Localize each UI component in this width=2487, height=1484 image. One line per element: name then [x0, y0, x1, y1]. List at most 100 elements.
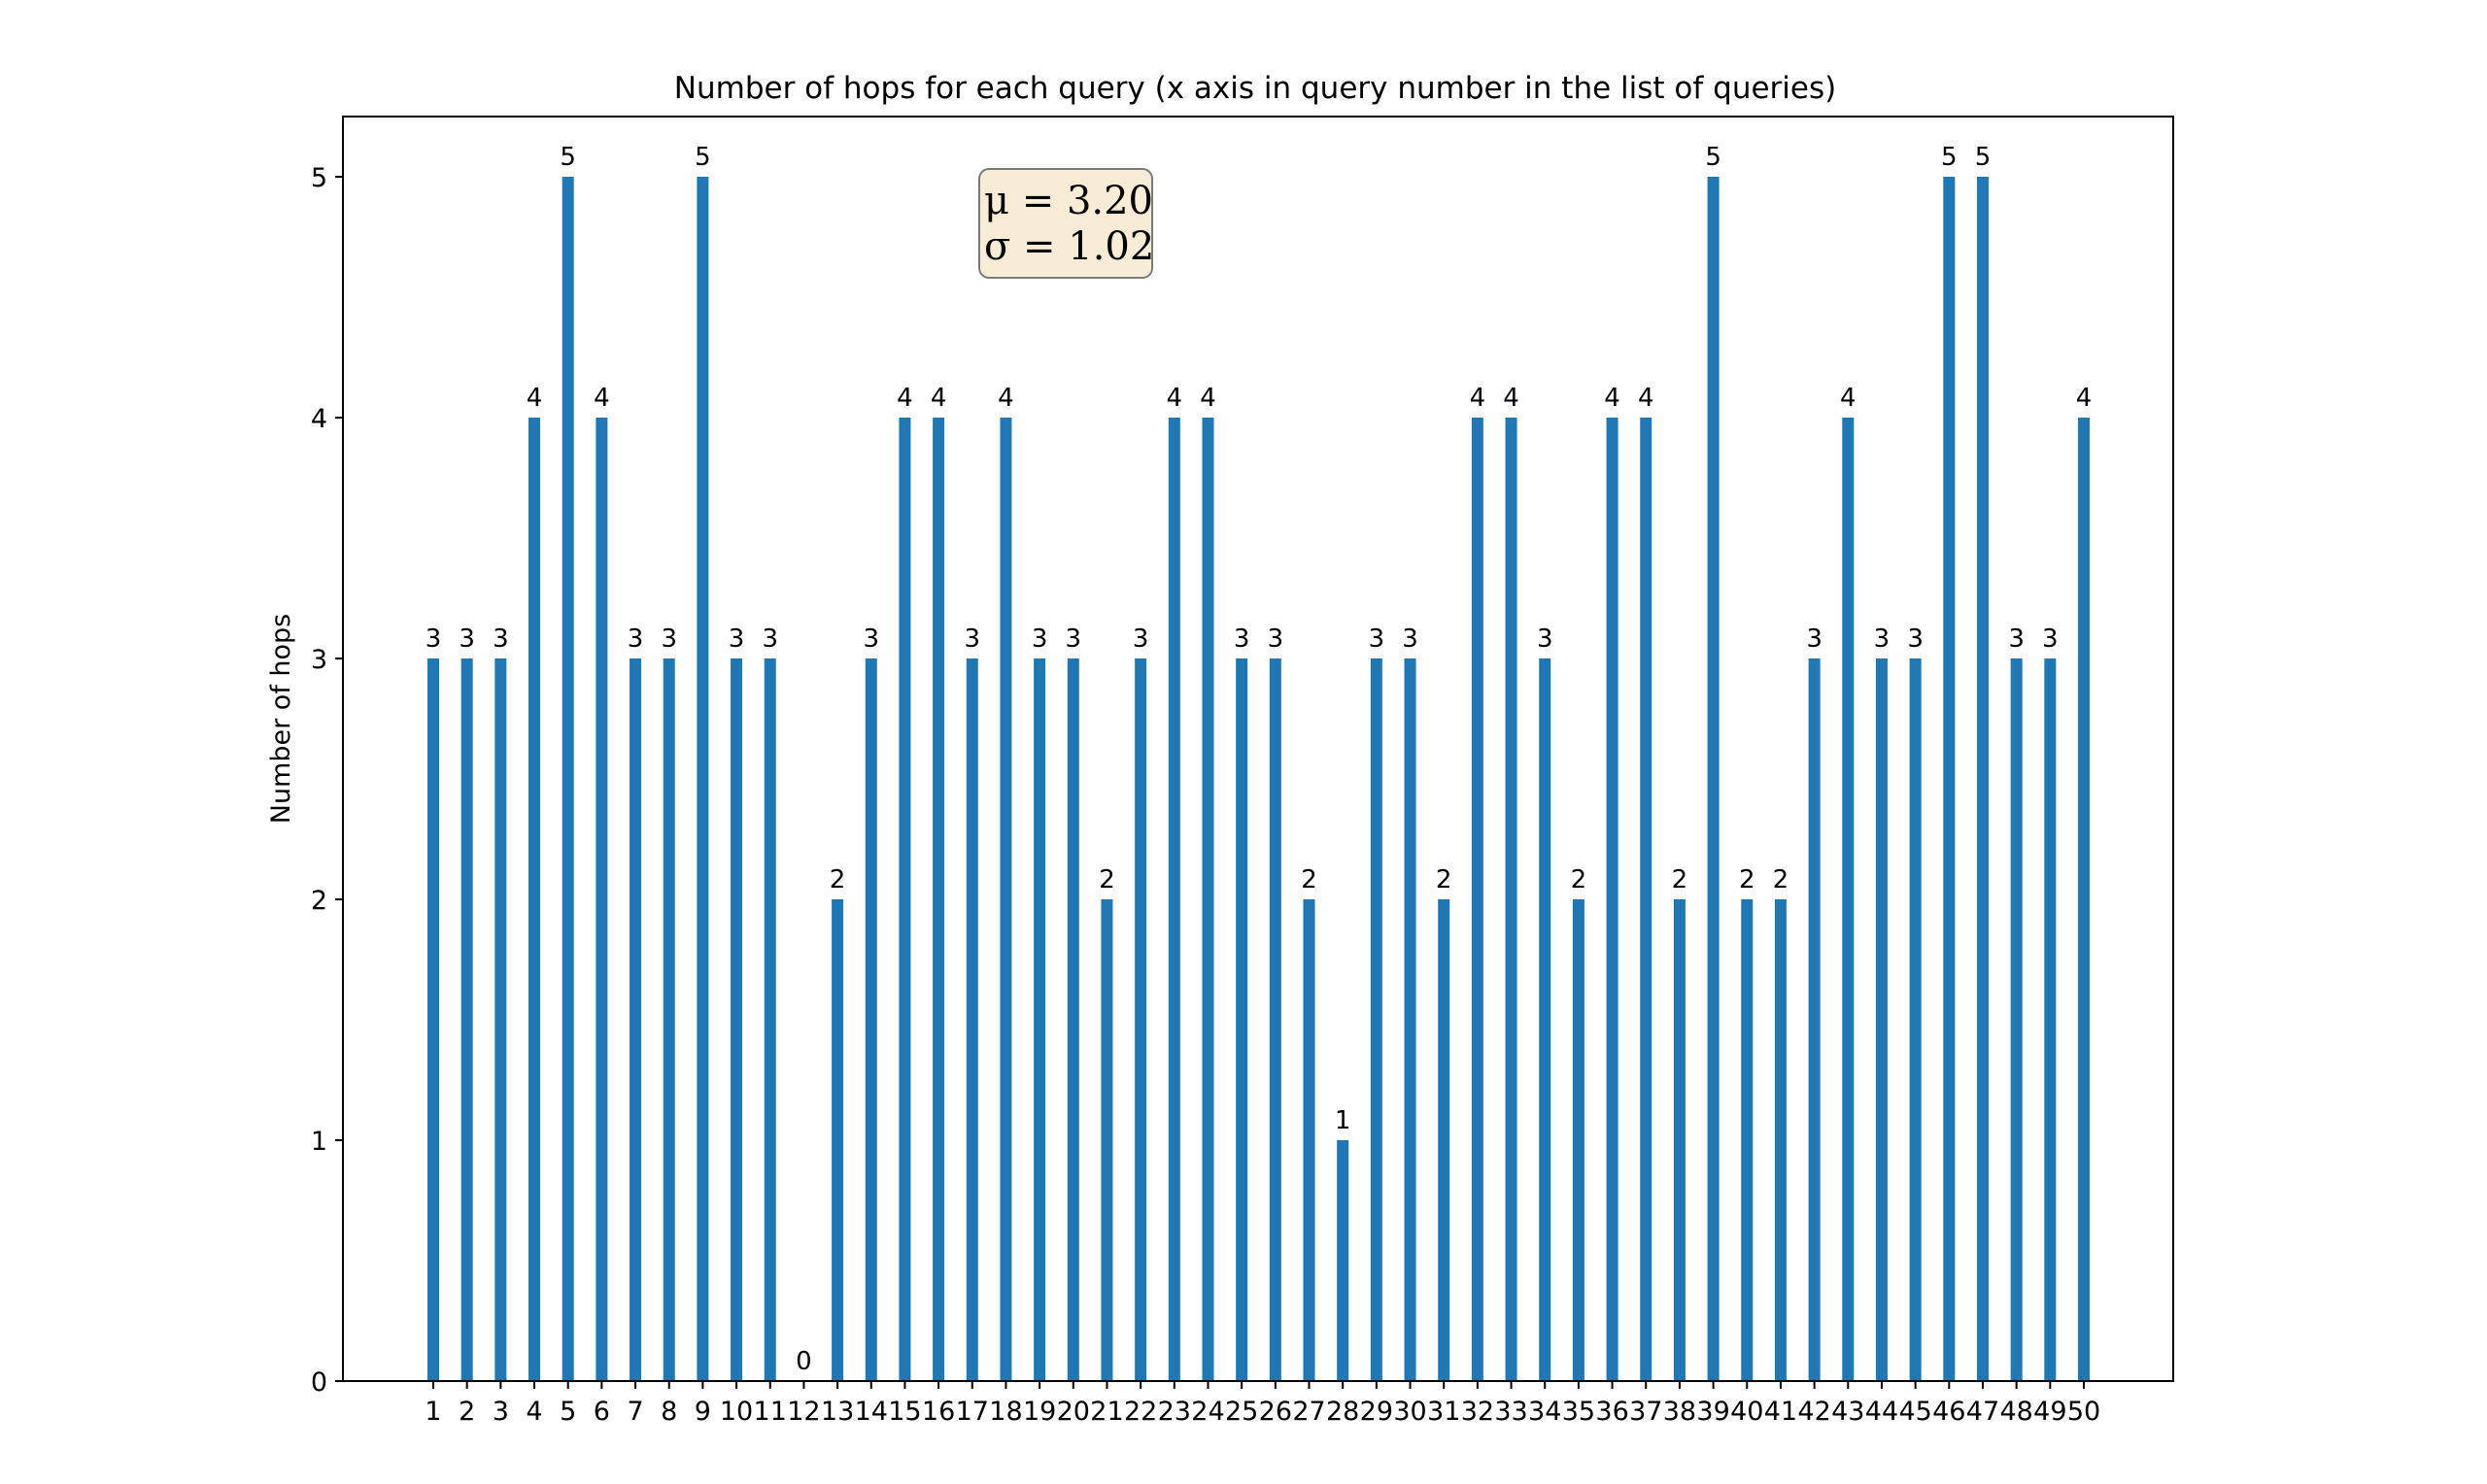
bar-value-label-20: 3 [1066, 624, 1082, 654]
bar-40 [1741, 899, 1754, 1381]
bar-30 [1404, 658, 1416, 1381]
bar-value-label-31: 2 [1436, 865, 1452, 894]
chart-title: Number of hops for each query (x axis in… [674, 71, 1836, 106]
bar-6 [596, 418, 608, 1381]
bar-value-label-6: 4 [594, 384, 610, 413]
bar-20 [1067, 658, 1079, 1381]
bar-value-label-1: 3 [426, 624, 442, 654]
bar-value-label-36: 4 [1604, 384, 1620, 413]
bar-value-label-46: 5 [1941, 143, 1958, 172]
bar-value-label-17: 3 [965, 624, 981, 654]
bar-33 [1505, 418, 1517, 1381]
y-tick-label-4: 4 [311, 404, 327, 434]
bar-value-label-50: 4 [2076, 384, 2093, 413]
bar-5 [562, 177, 574, 1381]
bar-value-label-8: 3 [661, 624, 677, 654]
y-tick-label-1: 1 [311, 1127, 327, 1157]
bar-value-label-49: 3 [2042, 624, 2059, 654]
bar-29 [1370, 658, 1382, 1381]
bar-value-label-15: 4 [897, 384, 913, 413]
bar-value-label-27: 2 [1301, 865, 1317, 894]
bar-14 [865, 658, 877, 1381]
bar-value-label-47: 5 [1975, 143, 1992, 172]
x-tick-label-33: 33 [1494, 1397, 1527, 1427]
bar-value-label-22: 3 [1133, 624, 1149, 654]
bar-35 [1572, 899, 1584, 1381]
x-tick-label-21: 21 [1090, 1397, 1123, 1427]
x-tick-label-46: 46 [1932, 1397, 1965, 1427]
bar-8 [663, 658, 675, 1381]
std-dev-label: σ = 1.02 [984, 224, 1154, 269]
x-tick-label-2: 2 [459, 1397, 475, 1427]
bar-value-label-33: 4 [1503, 384, 1519, 413]
x-tick-label-22: 22 [1124, 1397, 1157, 1427]
x-tick-label-41: 41 [1764, 1397, 1797, 1427]
x-tick-label-12: 12 [787, 1397, 820, 1427]
bar-44 [1875, 658, 1888, 1381]
x-tick-label-38: 38 [1663, 1397, 1696, 1427]
bar-24 [1202, 418, 1214, 1381]
bar-48 [2010, 658, 2023, 1381]
bar-value-label-28: 1 [1335, 1106, 1351, 1135]
bar-31 [1438, 899, 1450, 1381]
bar-26 [1269, 658, 1281, 1381]
bar-39 [1707, 177, 1720, 1381]
x-tick-label-36: 36 [1595, 1397, 1628, 1427]
bar-value-label-29: 3 [1369, 624, 1385, 654]
bar-25 [1236, 658, 1248, 1381]
bar-21 [1101, 899, 1113, 1381]
x-tick-label-30: 30 [1393, 1397, 1426, 1427]
bar-value-label-30: 3 [1402, 624, 1418, 654]
bar-value-label-5: 5 [560, 143, 576, 172]
bar-value-label-13: 2 [830, 865, 846, 894]
x-tick-label-26: 26 [1259, 1397, 1292, 1427]
bar-28 [1337, 1140, 1349, 1381]
bar-value-label-3: 3 [493, 624, 509, 654]
y-axis-ticks: 0 1 2 3 4 5 [311, 163, 343, 1398]
x-tick-label-34: 34 [1528, 1397, 1561, 1427]
bar-7 [630, 658, 642, 1381]
x-tick-label-3: 3 [493, 1397, 509, 1427]
x-tick-label-37: 37 [1629, 1397, 1662, 1427]
x-tick-label-44: 44 [1865, 1397, 1898, 1427]
bar-value-label-7: 3 [628, 624, 644, 654]
x-tick-label-4: 4 [526, 1397, 542, 1427]
x-tick-label-27: 27 [1292, 1397, 1325, 1427]
x-tick-label-18: 18 [989, 1397, 1022, 1427]
bar-value-label-24: 4 [1200, 384, 1216, 413]
x-tick-label-28: 28 [1326, 1397, 1359, 1427]
bar-18 [1000, 418, 1012, 1381]
bar-37 [1640, 418, 1652, 1381]
x-tick-label-19: 19 [1023, 1397, 1056, 1427]
x-tick-label-23: 23 [1158, 1397, 1191, 1427]
x-tick-label-6: 6 [594, 1397, 610, 1427]
bar-46 [1943, 177, 1956, 1381]
bar-11 [764, 658, 776, 1381]
bar-value-label-12: 0 [796, 1347, 812, 1376]
stats-box-background [978, 168, 1153, 279]
bar-9 [697, 177, 709, 1381]
x-tick-label-9: 9 [695, 1397, 711, 1427]
y-tick-label-3: 3 [311, 645, 327, 675]
bar-value-label-14: 3 [863, 624, 879, 654]
bars-group [427, 177, 2090, 1381]
bar-3 [494, 658, 507, 1381]
x-tick-label-50: 50 [2067, 1397, 2100, 1427]
x-tick-label-25: 25 [1225, 1397, 1258, 1427]
bar-27 [1303, 899, 1315, 1381]
bar-value-label-21: 2 [1099, 865, 1115, 894]
bar-value-label-35: 2 [1571, 865, 1587, 894]
x-tick-label-24: 24 [1191, 1397, 1224, 1427]
bar-value-label-40: 2 [1739, 865, 1755, 894]
x-tick-label-45: 45 [1898, 1397, 1931, 1427]
bar-17 [966, 658, 978, 1381]
bar-45 [1909, 658, 1922, 1381]
x-tick-label-11: 11 [754, 1397, 787, 1427]
bar-38 [1673, 899, 1686, 1381]
x-tick-label-39: 39 [1696, 1397, 1729, 1427]
stats-annotation: μ = 3.20 σ = 1.02 [978, 168, 1154, 279]
bar-1 [427, 658, 439, 1381]
bar-value-label-45: 3 [1907, 624, 1924, 654]
